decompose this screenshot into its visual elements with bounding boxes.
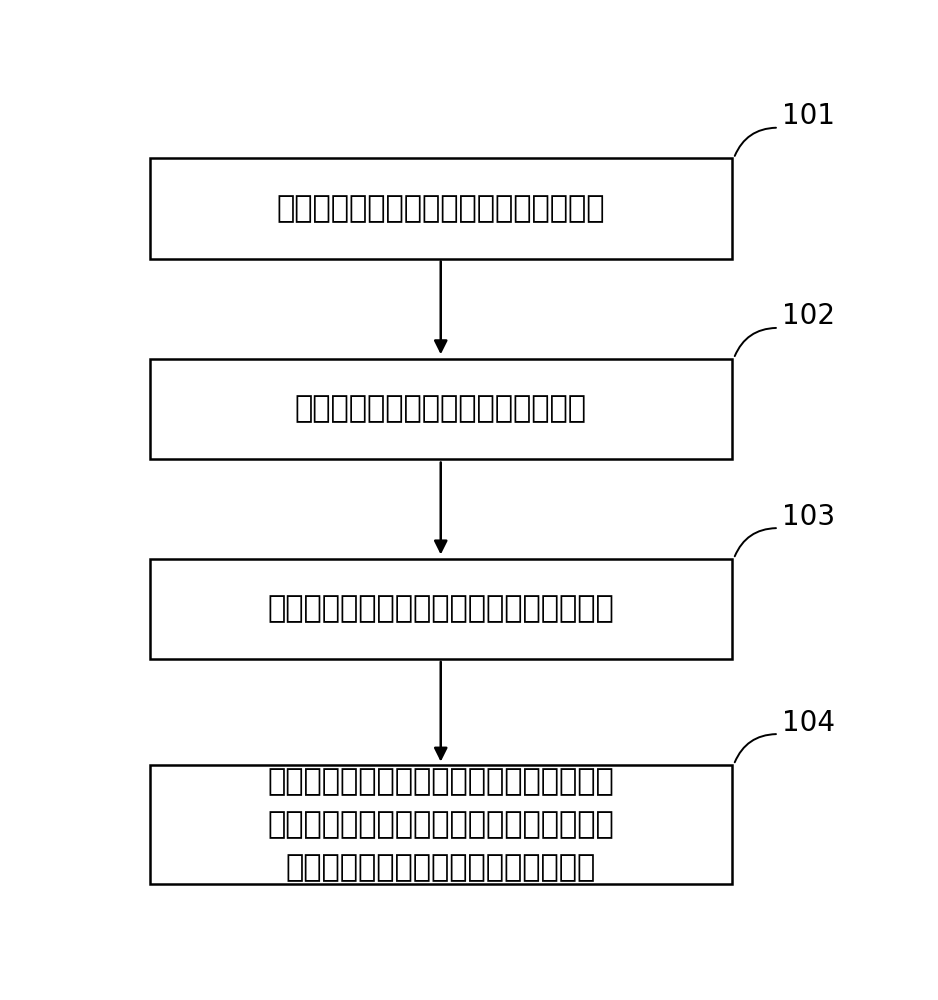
Text: 104: 104 — [782, 709, 836, 737]
Bar — [150, 765, 732, 884]
Text: 获取接地网通用设计方案以及土层电阻率: 获取接地网通用设计方案以及土层电阻率 — [277, 194, 605, 223]
Bar — [150, 559, 732, 659]
Bar — [150, 158, 732, 259]
Text: 101: 101 — [782, 102, 836, 130]
Text: 102: 102 — [782, 302, 836, 330]
Text: 获取所述等效均匀土壤的接地电阻计算模型: 获取所述等效均匀土壤的接地电阻计算模型 — [267, 594, 614, 623]
Text: 根据所述土层电阻率确定等效电阻率: 根据所述土层电阻率确定等效电阻率 — [295, 394, 587, 423]
Bar — [150, 359, 732, 459]
Text: 103: 103 — [782, 503, 836, 531]
Text: 根据所述接地网通用设计方案、所述等效电
阻率以及所述接地电阻计算模型，计算所述
等效均匀土壤的电阻作为接地网的电阻: 根据所述接地网通用设计方案、所述等效电 阻率以及所述接地电阻计算模型，计算所述 … — [267, 767, 614, 882]
